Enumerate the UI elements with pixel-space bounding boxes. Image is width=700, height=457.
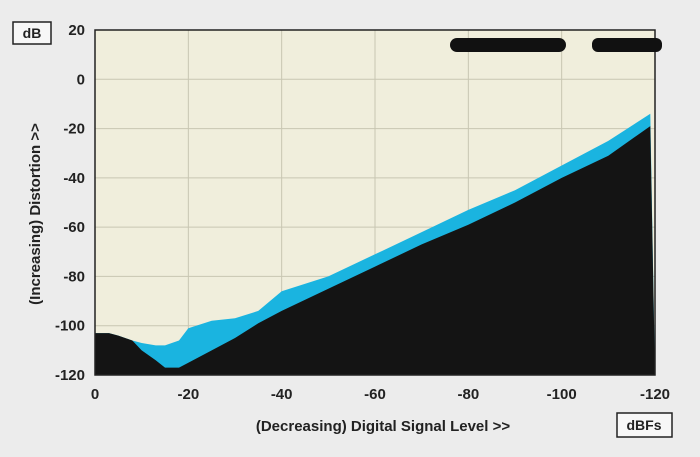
- x-tick-label: -120: [640, 386, 670, 403]
- x-axis-title: (Decreasing) Digital Signal Level >>: [256, 418, 510, 435]
- x-tick-label: 0: [91, 386, 99, 403]
- x-tick-labels: 0 -20 -40 -60 -80 -100 -120: [91, 386, 670, 403]
- x-tick-label: -60: [364, 386, 386, 403]
- y-unit-box: [12, 21, 52, 45]
- y-tick-label: 20: [68, 22, 85, 39]
- plot-area: [94, 29, 656, 376]
- legend-entry-1: [450, 38, 566, 52]
- series-2-area: [95, 126, 655, 375]
- x-tick-label: -40: [271, 386, 293, 403]
- y-tick-label: -60: [63, 219, 85, 236]
- y-tick-label: -120: [55, 367, 85, 384]
- legend: [450, 38, 662, 52]
- x-unit-box: [616, 412, 673, 438]
- x-tick-label: -100: [547, 386, 577, 403]
- y-axis-title: (Increasing) Distortion >>: [27, 123, 44, 305]
- legend-entry-2: [592, 38, 662, 52]
- y-tick-label: 0: [77, 71, 85, 88]
- y-unit-label: dB: [23, 25, 42, 41]
- plot-border: [94, 29, 656, 376]
- x-tick-label: -80: [457, 386, 479, 403]
- axes: 20 0 -20 -40 -60 -80 -100 -120 0 -20 -40 -60 -80 -10…: [12, 21, 673, 438]
- y-tick-label: -100: [55, 318, 85, 335]
- y-tick-labels: 20 0 -20 -40 -60 -80 -100 -120: [55, 22, 85, 384]
- y-tick-label: -40: [63, 170, 85, 187]
- y-tick-label: -80: [63, 268, 85, 285]
- x-tick-label: -20: [177, 386, 199, 403]
- x-unit-label: dBFs: [627, 417, 662, 433]
- y-tick-label: -20: [63, 121, 85, 138]
